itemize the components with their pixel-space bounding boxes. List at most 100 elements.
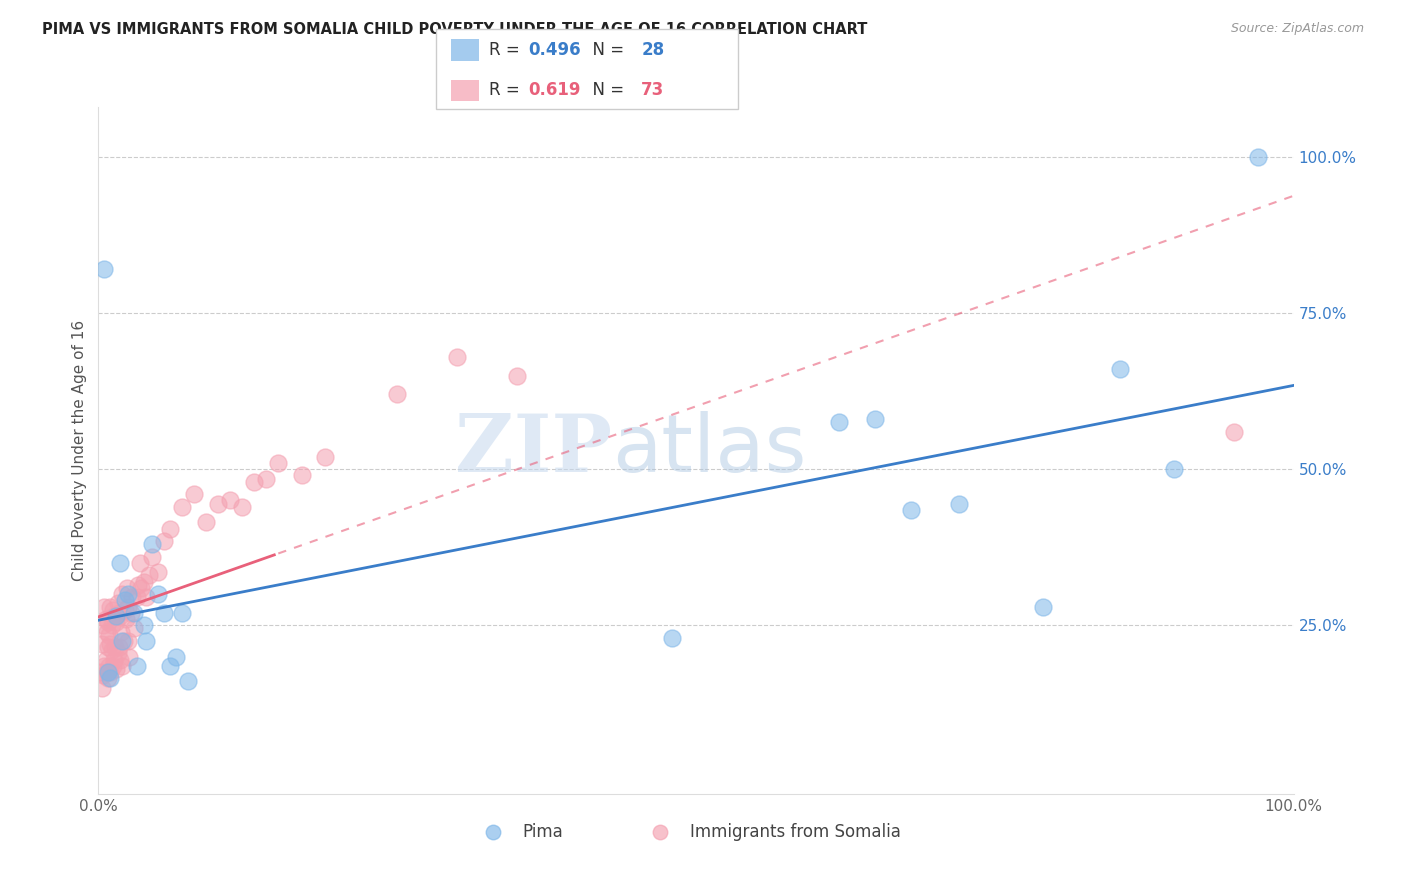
Point (948, 496, 970, 510)
Point (97, 615, 120, 630)
Point (207, 496, 229, 510)
Point (291, 468, 314, 483)
Point (865, 412, 887, 426)
Point (121, 591, 143, 605)
Point (108, 556, 131, 570)
Point (96, 624, 118, 639)
Point (93, 658, 115, 673)
Point (98, 671, 122, 685)
Point (112, 633, 135, 648)
Point (103, 653, 125, 667)
Y-axis label: Child Poverty Under the Age of 16: Child Poverty Under the Age of 16 (72, 320, 87, 581)
Point (1032, 599, 1054, 614)
Point (267, 456, 290, 470)
Point (110, 624, 132, 639)
Point (135, 591, 157, 605)
Point (135, 633, 157, 648)
Point (115, 581, 138, 595)
Point (117, 633, 139, 648)
Point (1109, 362, 1132, 376)
Text: Source: ZipAtlas.com: Source: ZipAtlas.com (1230, 22, 1364, 36)
Point (385, 387, 409, 401)
Point (111, 658, 134, 673)
Point (661, 631, 683, 645)
Point (148, 566, 170, 580)
Point (138, 568, 160, 582)
Point (94, 612, 117, 626)
Point (96, 665, 118, 680)
Point (120, 606, 142, 620)
Text: Immigrants from Somalia: Immigrants from Somalia (690, 822, 901, 840)
Text: R =: R = (489, 81, 526, 99)
Point (132, 618, 155, 632)
Point (153, 606, 176, 620)
Point (172, 500, 194, 514)
Point (91, 637, 114, 651)
Point (315, 450, 337, 464)
Point (172, 606, 194, 620)
Point (100, 643, 122, 657)
Point (97, 671, 120, 685)
Point (107, 606, 129, 620)
Point (177, 674, 200, 689)
Point (115, 612, 138, 626)
Text: 0.496: 0.496 (529, 41, 581, 59)
Point (131, 581, 153, 595)
Point (1247, 150, 1270, 164)
Point (219, 493, 242, 508)
Point (124, 606, 146, 620)
Point (1163, 462, 1185, 476)
Point (108, 608, 131, 623)
Text: 73: 73 (641, 81, 665, 99)
Point (97, 665, 120, 680)
Point (93, 262, 115, 277)
Point (100, 618, 122, 632)
Point (111, 633, 134, 648)
Point (98, 599, 122, 614)
Point (159, 521, 181, 535)
Point (183, 487, 205, 501)
Text: atlas: atlas (613, 411, 807, 490)
Point (117, 587, 139, 601)
Point (506, 368, 529, 383)
Point (118, 649, 141, 664)
Point (148, 587, 170, 601)
Point (125, 658, 148, 673)
Point (111, 587, 134, 601)
Point (105, 662, 128, 676)
Text: Pima: Pima (523, 822, 564, 840)
Point (195, 516, 218, 530)
Point (159, 658, 181, 673)
Point (101, 603, 124, 617)
Point (91, 618, 114, 632)
Point (105, 615, 128, 630)
Point (114, 603, 136, 617)
Point (101, 658, 124, 673)
Point (129, 556, 152, 570)
Point (107, 640, 129, 655)
Point (107, 646, 129, 660)
Point (243, 475, 266, 489)
Point (103, 608, 125, 623)
Point (127, 578, 149, 592)
Point (98, 637, 122, 651)
Point (481, 808, 505, 822)
Point (254, 471, 277, 485)
Point (117, 599, 139, 614)
Point (98, 658, 121, 673)
Text: PIMA VS IMMIGRANTS FROM SOMALIA CHILD POVERTY UNDER THE AGE OF 16 CORRELATION CH: PIMA VS IMMIGRANTS FROM SOMALIA CHILD PO… (42, 22, 868, 37)
Point (98, 628, 121, 642)
Point (446, 350, 468, 364)
Point (90, 665, 112, 680)
Point (105, 608, 128, 623)
Point (114, 593, 136, 607)
Point (165, 649, 187, 664)
Point (900, 503, 922, 517)
Text: 28: 28 (641, 41, 664, 59)
Point (98, 665, 122, 680)
Text: 0.619: 0.619 (529, 81, 581, 99)
Point (94, 653, 117, 667)
Point (828, 416, 851, 430)
Point (153, 533, 176, 548)
Point (1223, 425, 1246, 439)
